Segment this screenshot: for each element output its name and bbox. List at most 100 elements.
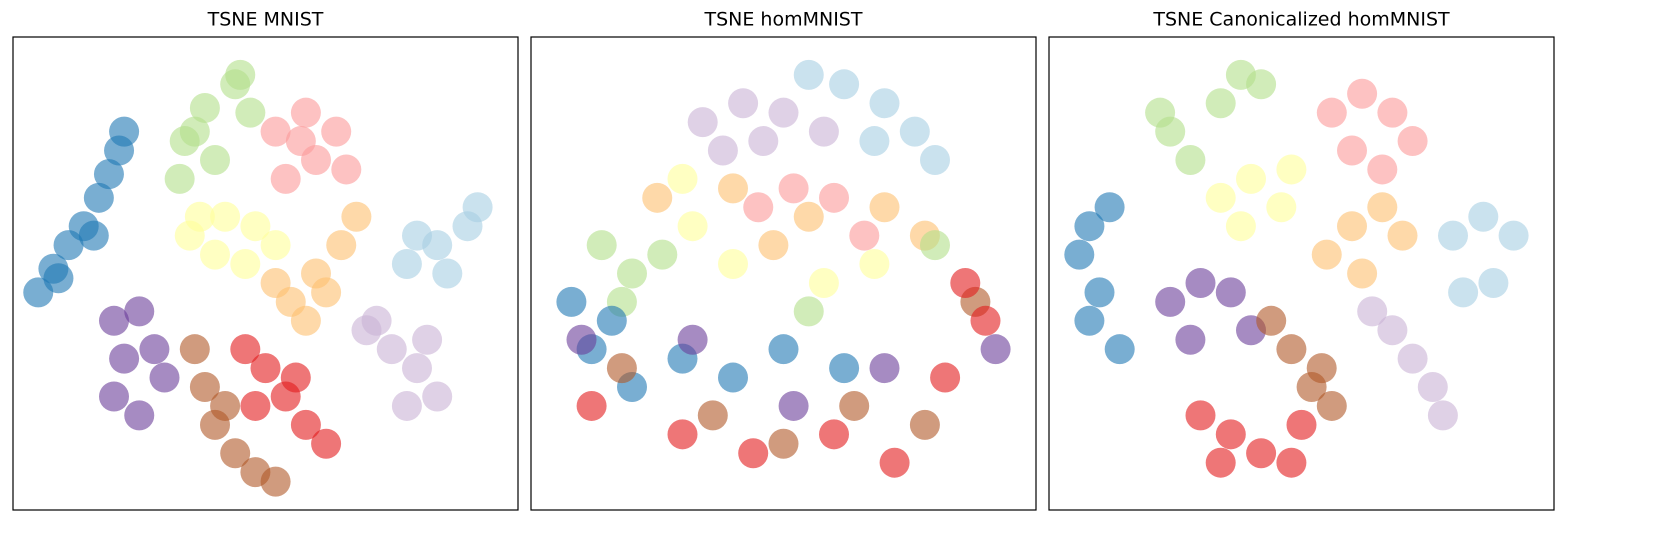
- scatter-point: [586, 230, 617, 261]
- scatter-point: [1468, 201, 1499, 232]
- scatter-point: [728, 88, 759, 119]
- scatter-point: [109, 116, 140, 147]
- scatter-point: [1478, 267, 1509, 298]
- scatter-point: [1094, 192, 1125, 223]
- scatter-point: [1417, 372, 1448, 403]
- scatter-point: [83, 182, 114, 213]
- scatter-point: [260, 466, 291, 497]
- scatter-point: [311, 277, 342, 308]
- scatter-point: [210, 390, 241, 421]
- scatter-point: [1367, 154, 1398, 185]
- scatter-point: [1316, 97, 1347, 128]
- scatter-point: [707, 135, 738, 166]
- scatter-point: [793, 296, 824, 327]
- scatter-point: [778, 390, 809, 421]
- scatter-point: [839, 390, 870, 421]
- scatter-point: [1246, 69, 1277, 100]
- scatter-point: [606, 353, 637, 384]
- scatter-point: [1448, 277, 1479, 308]
- scatter-point: [422, 381, 453, 412]
- scatter-point: [270, 163, 301, 194]
- scatter-point: [950, 267, 981, 298]
- scatter-point: [899, 116, 930, 147]
- chart-title: TSNE MNIST: [207, 9, 324, 31]
- scatter-point: [980, 334, 1011, 365]
- scatter-point: [220, 438, 251, 469]
- scatter-point: [235, 97, 266, 128]
- scatter-point: [647, 239, 678, 270]
- scatter-point: [250, 353, 281, 384]
- scatter-point: [869, 353, 900, 384]
- scatter-point: [124, 296, 155, 327]
- scatter-point: [920, 144, 950, 175]
- scatter-point: [321, 116, 352, 147]
- scatter-point: [1074, 305, 1105, 336]
- scatter-point: [1074, 211, 1105, 242]
- scatter-point: [566, 324, 597, 355]
- scatter-point: [930, 362, 961, 393]
- scatter-point: [326, 230, 357, 261]
- scatter-point: [230, 334, 261, 365]
- scatter-point: [768, 428, 799, 459]
- scatter-point: [78, 220, 109, 251]
- scatter-point: [738, 438, 769, 469]
- scatter-point: [793, 59, 824, 90]
- scatter-point: [149, 362, 180, 393]
- scatter-point: [402, 220, 432, 251]
- scatter-point: [412, 324, 443, 355]
- scatter-point: [260, 267, 291, 298]
- scatter-point: [1337, 135, 1367, 166]
- scatter-point: [200, 144, 230, 175]
- scatter-point: [667, 163, 698, 194]
- plot-area: [1064, 59, 1529, 478]
- scatter-point: [1225, 211, 1256, 242]
- scatter-point: [1236, 163, 1266, 194]
- axes-frame: [1048, 36, 1555, 511]
- scatter-point: [677, 211, 708, 242]
- scatter-point: [642, 182, 673, 213]
- scatter-point: [920, 230, 950, 261]
- scatter-point: [179, 334, 210, 365]
- scatter-point: [1175, 144, 1206, 175]
- scatter-point: [1427, 400, 1458, 431]
- scatter-point: [718, 249, 748, 280]
- scatter-point: [240, 211, 271, 242]
- scatter-point: [184, 201, 215, 232]
- scatter-point: [200, 239, 230, 270]
- scatter-point: [697, 400, 728, 431]
- scatter-point: [1347, 258, 1378, 289]
- chart-title: TSNE Canonicalized homMNIST: [1152, 9, 1450, 31]
- scatter-point: [1084, 277, 1115, 308]
- scatter-point: [43, 263, 74, 294]
- scatter-point: [1145, 97, 1176, 128]
- scatter-point: [189, 372, 220, 403]
- scatter-point: [768, 334, 799, 365]
- scatter-point: [808, 267, 839, 298]
- scatter-point: [1377, 315, 1408, 346]
- scatter-point: [1175, 324, 1206, 355]
- scatter-point: [743, 192, 774, 223]
- scatter-point: [341, 201, 372, 232]
- scatter-point: [1185, 267, 1216, 298]
- scatter-point: [1311, 239, 1342, 270]
- scatter-point: [596, 305, 627, 336]
- scatter-point: [361, 305, 392, 336]
- scatter-point: [1377, 97, 1408, 128]
- scatter-point: [849, 220, 880, 251]
- scatter-point: [556, 286, 587, 317]
- scatter-point: [1064, 239, 1095, 270]
- scatter-point: [576, 390, 607, 421]
- scatter-point: [260, 116, 291, 147]
- scatter-point: [829, 69, 860, 100]
- scatter-point: [1286, 409, 1317, 440]
- scatter-point: [290, 409, 321, 440]
- scatter-point: [290, 97, 321, 128]
- scatter-point: [970, 305, 1001, 336]
- scatter-point: [1367, 192, 1398, 223]
- scatter-point: [1337, 211, 1367, 242]
- scatter-point: [1215, 419, 1246, 450]
- scatter-point: [230, 249, 261, 280]
- scatter-point: [667, 419, 698, 450]
- scatter-point: [1276, 334, 1307, 365]
